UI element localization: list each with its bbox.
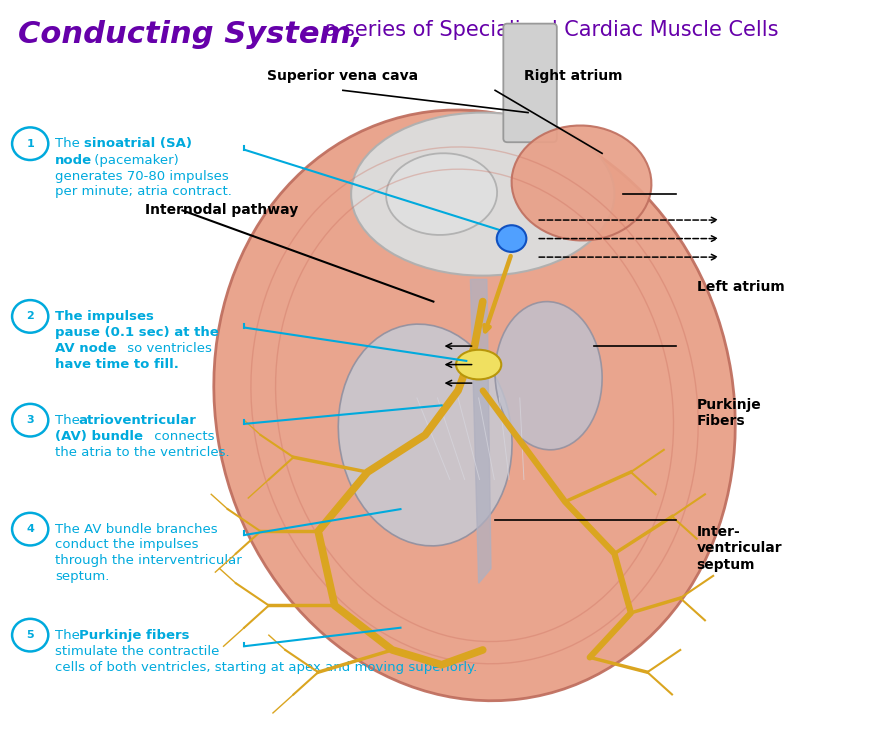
Ellipse shape — [351, 112, 614, 275]
Ellipse shape — [338, 324, 512, 546]
Text: Purkinje
Fibers: Purkinje Fibers — [697, 397, 761, 428]
Text: a series of Specialized Cardiac Muscle Cells: a series of Specialized Cardiac Muscle C… — [318, 20, 779, 40]
Text: have time to fill.: have time to fill. — [55, 358, 179, 371]
Text: node: node — [55, 153, 92, 167]
Ellipse shape — [213, 110, 735, 701]
Text: Internodal pathway: Internodal pathway — [145, 203, 299, 217]
Text: 5: 5 — [26, 630, 34, 640]
Text: connects: connects — [150, 430, 214, 443]
Text: (pacemaker): (pacemaker) — [91, 153, 179, 167]
Text: conduct the impulses: conduct the impulses — [55, 538, 199, 551]
Text: 2: 2 — [26, 312, 34, 321]
FancyBboxPatch shape — [503, 24, 557, 142]
Text: (AV) bundle: (AV) bundle — [55, 430, 143, 443]
Polygon shape — [470, 279, 491, 583]
Text: The: The — [55, 629, 84, 641]
Text: 3: 3 — [26, 415, 34, 425]
Circle shape — [12, 300, 48, 333]
Ellipse shape — [456, 350, 502, 379]
Text: Left atrium: Left atrium — [697, 280, 785, 294]
Text: Conducting System,: Conducting System, — [17, 20, 362, 49]
Text: generates 70-80 impulses: generates 70-80 impulses — [55, 170, 228, 183]
Text: The AV bundle branches: The AV bundle branches — [55, 522, 218, 536]
Circle shape — [12, 404, 48, 437]
Text: Right atrium: Right atrium — [524, 68, 623, 83]
Text: per minute; atria contract.: per minute; atria contract. — [55, 185, 232, 199]
Circle shape — [496, 225, 526, 252]
Text: sinoatrial (SA): sinoatrial (SA) — [84, 137, 192, 150]
Ellipse shape — [495, 301, 602, 450]
Text: Purkinje fibers: Purkinje fibers — [78, 629, 189, 641]
Text: 4: 4 — [26, 524, 34, 534]
Text: the atria to the ventricles.: the atria to the ventricles. — [55, 446, 229, 458]
Text: so ventricles: so ventricles — [123, 341, 212, 355]
Text: AV node: AV node — [55, 341, 116, 355]
Text: through the interventricular: through the interventricular — [55, 554, 241, 567]
Text: stimulate the contractile: stimulate the contractile — [55, 645, 219, 658]
Text: The: The — [55, 414, 84, 426]
Text: 1: 1 — [26, 138, 34, 149]
Ellipse shape — [511, 126, 652, 240]
Circle shape — [12, 127, 48, 160]
Text: Inter-
ventricular
septum: Inter- ventricular septum — [697, 525, 782, 571]
Text: Superior vena cava: Superior vena cava — [267, 68, 418, 83]
Text: The: The — [55, 137, 84, 150]
Circle shape — [12, 619, 48, 652]
Text: atrioventricular: atrioventricular — [78, 414, 197, 426]
Text: cells of both ventricles, starting at apex and moving superiorly.: cells of both ventricles, starting at ap… — [55, 661, 477, 673]
Circle shape — [12, 513, 48, 545]
Text: pause (0.1 sec) at the: pause (0.1 sec) at the — [55, 326, 219, 339]
Ellipse shape — [386, 153, 497, 235]
Text: The impulses: The impulses — [55, 310, 154, 323]
Text: septum.: septum. — [55, 570, 109, 583]
